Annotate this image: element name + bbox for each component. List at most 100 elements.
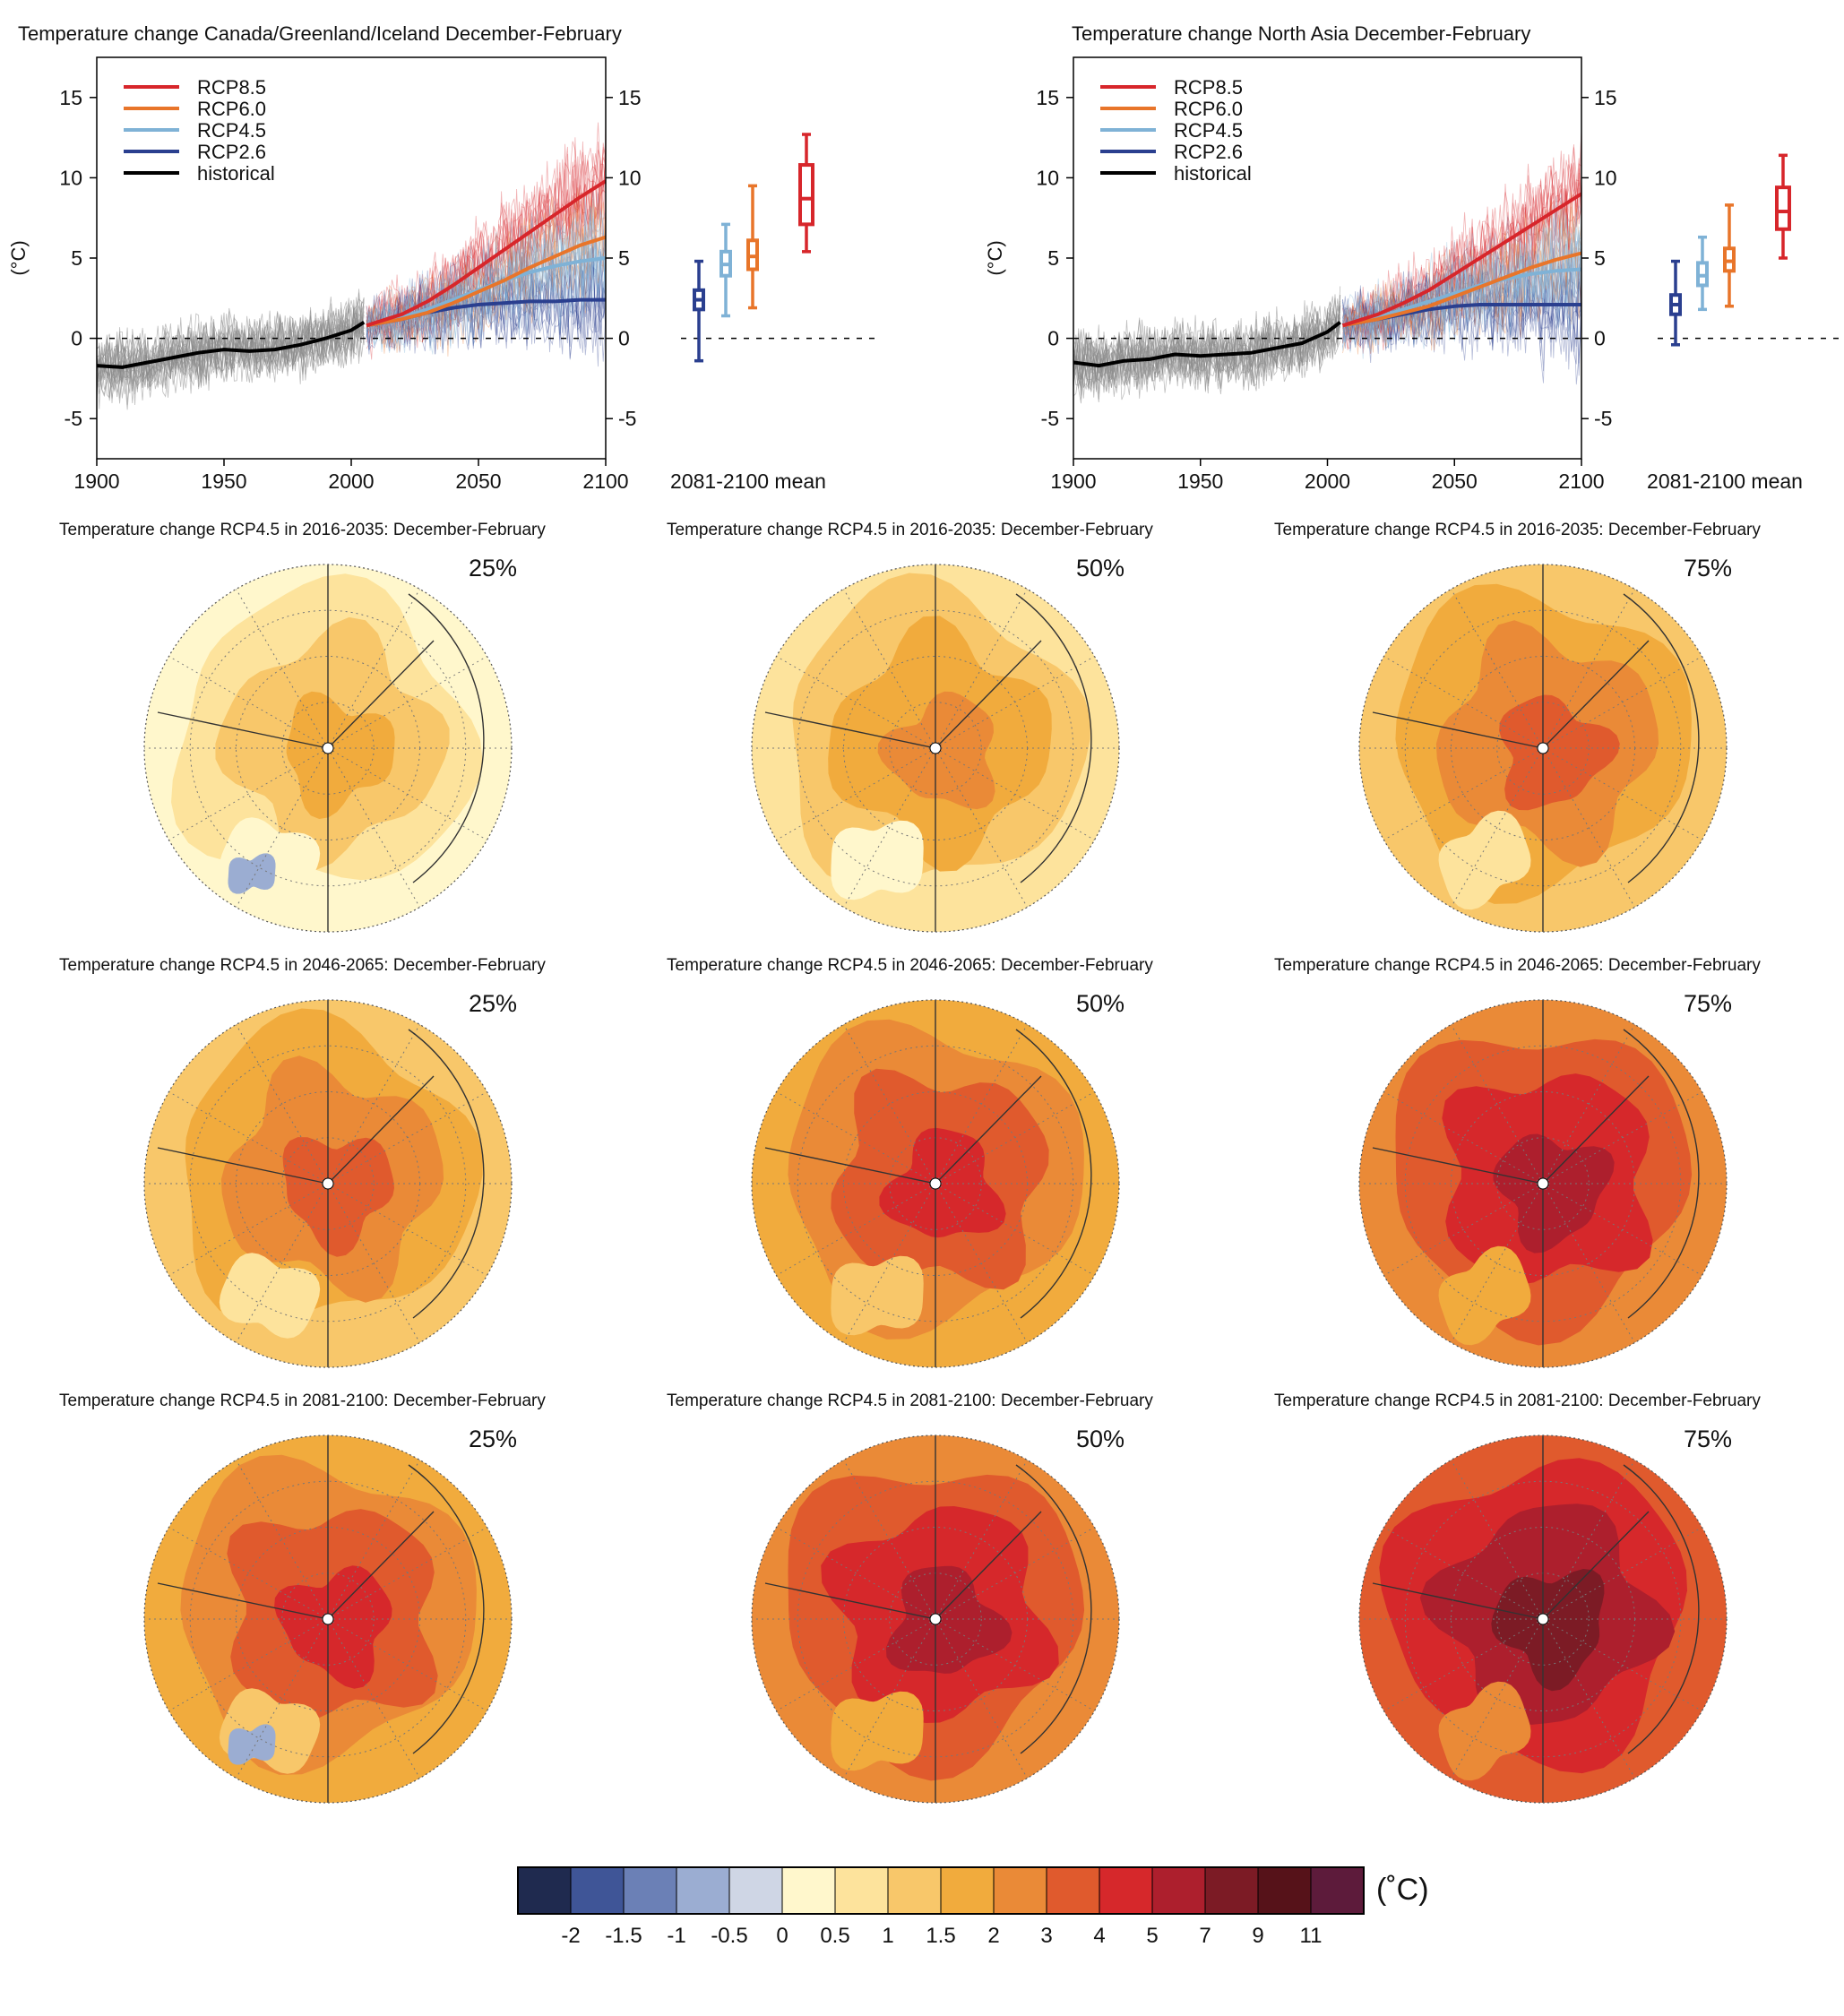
colorbar-tick-label: 7 <box>1199 1924 1211 1948</box>
ensemble-member-RCP85 <box>366 141 606 349</box>
colorbar: -2 -1.5 -1 -0.5 0 0.5 1 1.5 2 3 4 5 7 9 11 (˚C) <box>517 1866 1429 1948</box>
map-title: Temperature change RCP4.5 in 2046-2065: … <box>59 956 546 975</box>
ensemble-member-RCP85 <box>1342 169 1581 339</box>
graticule-meridian <box>1383 1091 1544 1185</box>
map-title: Temperature change RCP4.5 in 2046-2065: … <box>667 956 1153 975</box>
graticule-meridian <box>236 1183 329 1343</box>
graticule-meridian <box>1383 747 1544 840</box>
ensemble-member-RCP45 <box>1342 212 1581 349</box>
graticule-meridian <box>776 656 936 749</box>
colorbar-tick-label: 0.5 <box>820 1924 849 1948</box>
map-border <box>143 564 513 933</box>
north-pole-marker <box>1537 1613 1549 1625</box>
graticule-meridian <box>327 1183 487 1276</box>
historical-ensemble-member <box>1073 306 1341 401</box>
graticule-meridian <box>168 1527 329 1620</box>
colorbar-swatch <box>940 1866 995 1915</box>
ensemble-member-RCP26 <box>366 247 606 354</box>
graticule-meridian <box>1383 656 1544 749</box>
ensemble-member-RCP26 <box>1342 255 1581 383</box>
graticule-meridian <box>1451 589 1544 749</box>
graticule-meridian <box>327 1527 487 1620</box>
ensemble-member-RCP85 <box>1342 171 1581 349</box>
x-tick-label: 1900 <box>1050 470 1096 493</box>
north-pole-marker <box>322 1613 334 1625</box>
graticule-meridian <box>236 747 329 908</box>
ensemble-member-RCP26 <box>1342 250 1581 353</box>
colorbar-tick-label: 1.5 <box>926 1924 955 1948</box>
field-layer-cool <box>1438 1245 1531 1346</box>
percentile-label: 50% <box>1076 1426 1124 1452</box>
series-line-historical <box>1073 321 1341 368</box>
graticule-meridian <box>843 1460 936 1620</box>
colorbar-tick-label: 2 <box>987 1924 999 1948</box>
colorbar-swatch <box>993 1866 1047 1915</box>
ensemble-member-RCP85 <box>366 146 606 335</box>
field-layer-cool <box>831 1691 924 1771</box>
polar-map-2-3: Temperature change RCP4.5 in 2046-2065: … <box>1274 956 1761 1368</box>
graticule-meridian <box>327 1183 420 1343</box>
percentile-label: 25% <box>469 990 517 1017</box>
y-axis-label: (°C) <box>7 240 30 275</box>
colorbar-tick-label: -1 <box>667 1924 685 1948</box>
region-outline <box>408 593 485 883</box>
x-tick-label: 2050 <box>1432 470 1478 493</box>
x-tick-label: 1950 <box>1177 470 1223 493</box>
graticule-meridian <box>1542 1091 1702 1185</box>
map-title: Temperature change RCP4.5 in 2016-2035: … <box>667 521 1153 539</box>
ensemble-member-RCP45 <box>1342 212 1581 348</box>
colorbar-swatch <box>887 1866 942 1915</box>
boxplot-box-RCP85 <box>798 163 814 227</box>
historical-ensemble-member <box>97 310 365 394</box>
polar-map-3-1: Temperature change RCP4.5 in 2081-2100: … <box>59 1391 546 1804</box>
ensemble-member-RCP85 <box>366 141 606 343</box>
graticule-meridian <box>1542 1183 1635 1343</box>
graticule-meridian <box>236 1618 329 1779</box>
graticule-meridian <box>1451 1183 1544 1343</box>
graticule-meridian <box>935 589 1028 749</box>
field-layer-cool <box>831 1255 924 1336</box>
y-tick-label-right: 5 <box>1594 246 1606 270</box>
graticule-meridian <box>1542 747 1635 908</box>
graticule-meridian <box>327 589 420 749</box>
colorbar-swatch <box>570 1866 625 1915</box>
field-layer <box>1493 1133 1615 1254</box>
graticule-meridian <box>1451 1460 1544 1620</box>
map-field <box>752 1435 1119 1803</box>
graticule-meridian <box>236 1024 329 1185</box>
graticule-meridian <box>935 1024 1028 1185</box>
ensemble-member-RCP26 <box>366 246 606 367</box>
boxplot-label: 2081-2100 mean <box>1647 470 1803 493</box>
graticule-meridian <box>843 1618 936 1779</box>
ensemble-member-RCP26 <box>1342 241 1581 370</box>
graticule-meridian <box>776 747 936 840</box>
map-border <box>751 564 1120 933</box>
boxplot-group <box>1658 153 1844 347</box>
x-tick-label: 2100 <box>1558 470 1604 493</box>
legend-label: historical <box>1174 162 1252 185</box>
ensemble-member-RCP45 <box>366 227 606 345</box>
graticule-meridian <box>1383 1183 1544 1276</box>
y-axis-label: (°C) <box>984 240 1006 275</box>
ensemble-member-RCP85 <box>366 157 606 343</box>
graticule-meridian <box>935 1183 1095 1276</box>
ensemble-member-RCP26 <box>366 233 606 350</box>
y-tick-label: 10 <box>1036 166 1059 189</box>
graticule-meridian <box>1542 1618 1702 1711</box>
graticule-meridian <box>843 589 936 749</box>
graticule-meridian <box>776 1527 936 1620</box>
ensemble-member-RCP85 <box>366 137 606 343</box>
y-tick-label: -5 <box>1041 407 1059 430</box>
ensemble-member-RCP26 <box>366 256 606 360</box>
percentile-label: 75% <box>1684 990 1732 1017</box>
colorbar-tick-label: -1.5 <box>605 1924 642 1948</box>
ensemble-member-RCP26 <box>1342 258 1581 365</box>
north-pole-marker <box>1537 742 1549 754</box>
y-tick-label: 5 <box>71 246 82 270</box>
region-outline <box>1623 1029 1700 1319</box>
map-field <box>1359 1435 1727 1803</box>
colorbar-tick-label: -2 <box>561 1924 580 1948</box>
x-tick-label: 2000 <box>328 470 374 493</box>
region-outline <box>1623 1464 1700 1754</box>
y-tick-label-right: 15 <box>618 86 642 109</box>
